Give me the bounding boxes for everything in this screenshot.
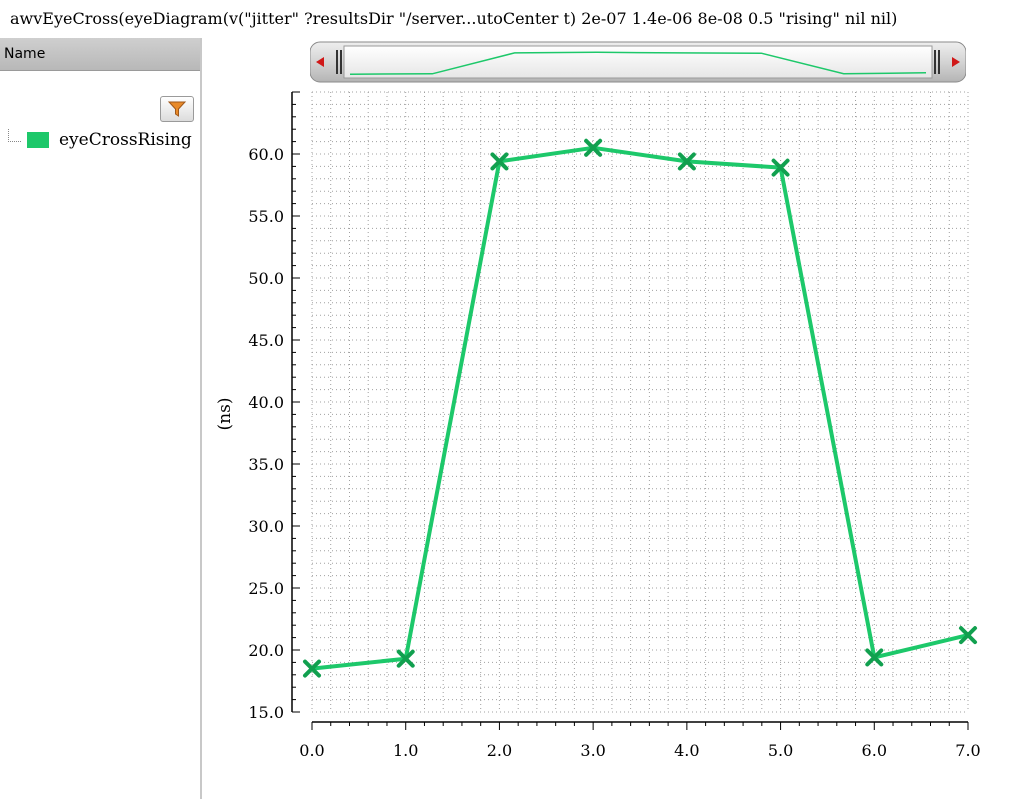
signal-color-swatch bbox=[27, 132, 49, 148]
y-tick-label: 15.0 bbox=[248, 703, 284, 722]
data-point-marker[interactable] bbox=[396, 649, 415, 668]
data-point-marker[interactable] bbox=[771, 158, 790, 177]
x-tick-label: 1.0 bbox=[393, 741, 418, 760]
x-tick-label: 2.0 bbox=[487, 741, 512, 760]
overview-trace bbox=[349, 51, 927, 75]
data-point-marker[interactable] bbox=[959, 626, 977, 645]
y-tick-label: 20.0 bbox=[248, 641, 284, 660]
y-tick-label: 45.0 bbox=[248, 331, 284, 350]
y-tick-label: 30.0 bbox=[248, 517, 284, 536]
plot-area: 15.0 20.0 25.0 30.0 35.0 40.0 45.0 50.0 55.0 60.0… bbox=[215, 91, 981, 760]
y-tick-label: 35.0 bbox=[248, 455, 284, 474]
axes bbox=[291, 91, 969, 730]
y-tick-label: 25.0 bbox=[248, 579, 284, 598]
overview-series-line bbox=[349, 51, 927, 75]
signal-label: eyeCrossRising bbox=[59, 130, 192, 150]
name-column-header[interactable]: Name bbox=[0, 38, 200, 71]
overview-scroller[interactable] bbox=[310, 40, 966, 84]
window-title: awvEyeCross(eyeDiagram(v("jitter" ?resul… bbox=[10, 9, 898, 28]
x-tick-label: 0.0 bbox=[299, 741, 324, 760]
tree-connector bbox=[8, 128, 21, 142]
scroll-right-arrow[interactable] bbox=[952, 57, 960, 67]
y-tick-label: 50.0 bbox=[248, 269, 284, 288]
y-tick-label: 40.0 bbox=[248, 393, 284, 412]
series-eyecrossrising[interactable] bbox=[303, 138, 977, 678]
data-point-marker[interactable] bbox=[490, 152, 509, 171]
data-point-marker[interactable] bbox=[677, 152, 696, 171]
y-axis-label: (ns) bbox=[215, 398, 235, 431]
x-tick-labels: 0.0 1.0 2.0 3.0 4.0 5.0 6.0 7.0 bbox=[299, 741, 980, 760]
data-point-marker[interactable] bbox=[303, 659, 321, 678]
data-point-marker[interactable] bbox=[584, 138, 603, 157]
funnel-icon bbox=[167, 101, 187, 117]
filter-button[interactable] bbox=[160, 96, 194, 122]
x-tick-label: 7.0 bbox=[955, 741, 980, 760]
scroll-left-arrow[interactable] bbox=[316, 57, 324, 67]
right-range-handle[interactable] bbox=[934, 50, 940, 74]
x-tick-label: 6.0 bbox=[862, 741, 887, 760]
signal-browser-panel: Name eyeCrossRising bbox=[0, 38, 202, 799]
x-tick-label: 5.0 bbox=[768, 741, 793, 760]
x-tick-label: 3.0 bbox=[580, 741, 605, 760]
y-tick-labels: 15.0 20.0 25.0 30.0 35.0 40.0 45.0 50.0 55.0 60.0 bbox=[248, 145, 284, 722]
signal-item-eyecrossrising[interactable]: eyeCrossRising bbox=[8, 128, 192, 152]
y-tick-label: 60.0 bbox=[248, 145, 284, 164]
x-tick-label: 4.0 bbox=[674, 741, 699, 760]
y-tick-label: 55.0 bbox=[248, 207, 284, 226]
series-line[interactable] bbox=[311, 145, 969, 671]
data-point-marker[interactable] bbox=[865, 648, 884, 667]
left-range-handle[interactable] bbox=[336, 50, 342, 74]
grid bbox=[311, 91, 969, 713]
